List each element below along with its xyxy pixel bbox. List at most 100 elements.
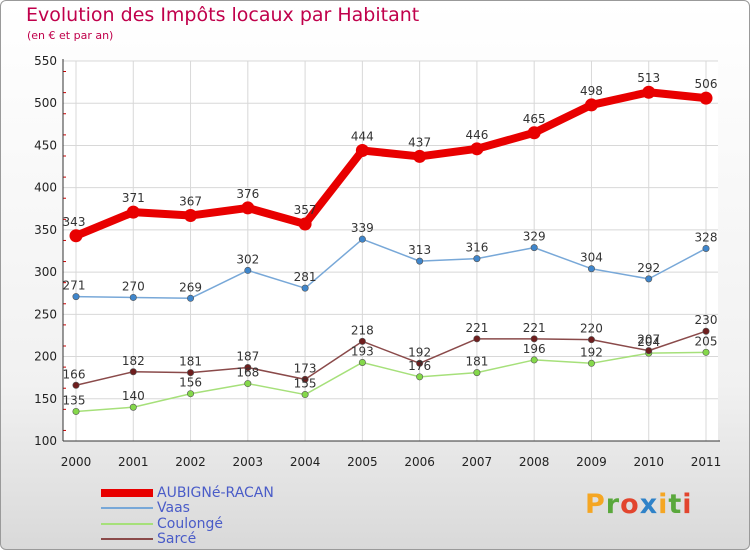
x-tick-label: 2008: [519, 455, 550, 469]
data-point: [126, 205, 140, 219]
y-tick-label: 100: [34, 434, 57, 448]
data-label: 270: [122, 279, 145, 293]
data-label: 329: [523, 230, 546, 244]
data-label: 444: [351, 130, 374, 144]
data-label: 304: [580, 251, 603, 265]
data-point: [358, 337, 366, 345]
x-tick-label: 2009: [576, 455, 607, 469]
data-point: [473, 369, 481, 377]
legend-swatch: [101, 488, 153, 497]
data-label: 173: [294, 361, 317, 375]
data-label: 181: [465, 355, 488, 369]
data-point: [587, 336, 595, 344]
data-point: [72, 407, 80, 415]
data-label: 271: [63, 279, 86, 293]
data-point: [301, 284, 309, 292]
data-label: 292: [637, 261, 660, 275]
data-point: [584, 98, 598, 112]
data-label: 205: [695, 334, 718, 348]
data-label: 220: [580, 322, 603, 336]
logo-letter: o: [620, 489, 640, 520]
chart-subtitle: (en € et par an): [27, 29, 114, 42]
data-point: [470, 142, 484, 156]
data-point: [129, 293, 137, 301]
data-label: 207: [637, 333, 660, 347]
data-label: 166: [63, 367, 86, 381]
logo-letter: i: [682, 489, 693, 520]
data-label: 437: [408, 135, 431, 149]
data-label: 230: [695, 313, 718, 327]
data-label: 367: [179, 195, 202, 209]
y-tick-label: 250: [34, 307, 57, 321]
x-tick-label: 2010: [633, 455, 664, 469]
x-tick-label: 2005: [347, 455, 378, 469]
data-point: [187, 369, 195, 377]
data-point: [129, 368, 137, 376]
data-point: [473, 255, 481, 263]
data-label: 446: [465, 128, 488, 142]
series-line-2: [75, 351, 707, 413]
data-point: [301, 391, 309, 399]
data-point: [416, 373, 424, 381]
data-label: 221: [465, 321, 488, 335]
data-point: [244, 364, 252, 372]
data-label: 193: [351, 344, 374, 358]
data-point: [642, 85, 656, 99]
data-label: 155: [294, 377, 317, 391]
legend-item: Coulongé: [101, 516, 274, 532]
data-point: [702, 327, 710, 335]
data-label: 192: [580, 345, 603, 359]
data-point: [72, 381, 80, 389]
legend-swatch: [101, 507, 153, 510]
y-tick-label: 400: [34, 181, 57, 195]
data-label: 498: [580, 84, 603, 98]
data-label: 182: [122, 354, 145, 368]
data-point: [129, 403, 137, 411]
x-tick-label: 2002: [175, 455, 206, 469]
data-label: 156: [179, 376, 202, 390]
y-tick-label: 150: [34, 392, 57, 406]
x-tick-label: 2000: [61, 455, 92, 469]
y-tick-label: 350: [34, 223, 57, 237]
data-label: 357: [294, 203, 317, 217]
data-point: [530, 356, 538, 364]
legend-label: Coulongé: [157, 515, 224, 532]
plot-area: [63, 61, 718, 441]
series-line-0: [72, 88, 710, 240]
legend-item: Vaas: [101, 500, 274, 517]
data-label: 168: [236, 366, 259, 380]
data-label: 176: [408, 359, 431, 373]
data-point: [187, 294, 195, 302]
x-tick-label: 2004: [290, 455, 321, 469]
logo-letter: i: [658, 489, 669, 520]
data-point: [699, 91, 713, 105]
legend-label: Vaas: [157, 500, 190, 517]
y-tick-label: 450: [34, 138, 57, 152]
legend: AUBIGNé-RACAN Vaas Coulongé Sarcé: [101, 485, 274, 547]
data-label: 376: [236, 187, 259, 201]
data-point: [358, 358, 366, 366]
legend-item: AUBIGNé-RACAN: [101, 485, 274, 501]
y-tick-label: 550: [34, 54, 57, 68]
data-point: [301, 375, 309, 383]
data-point: [187, 390, 195, 398]
data-point: [416, 257, 424, 265]
data-point: [413, 149, 427, 163]
y-tick-label: 200: [34, 350, 57, 364]
x-tick-label: 2003: [233, 455, 264, 469]
x-tick-label: 2001: [118, 455, 149, 469]
data-label: 187: [236, 350, 259, 364]
data-label: 181: [179, 355, 202, 369]
data-point: [527, 126, 541, 140]
data-label: 302: [236, 252, 259, 266]
data-label: 316: [465, 241, 488, 255]
legend-label: Sarcé: [157, 531, 197, 548]
proxiti-logo: Proxiti: [585, 489, 693, 520]
data-label: 313: [408, 243, 431, 257]
data-label: 221: [523, 321, 546, 335]
data-point: [358, 235, 366, 243]
data-label: 339: [351, 221, 374, 235]
data-point: [645, 275, 653, 283]
data-point: [416, 359, 424, 367]
